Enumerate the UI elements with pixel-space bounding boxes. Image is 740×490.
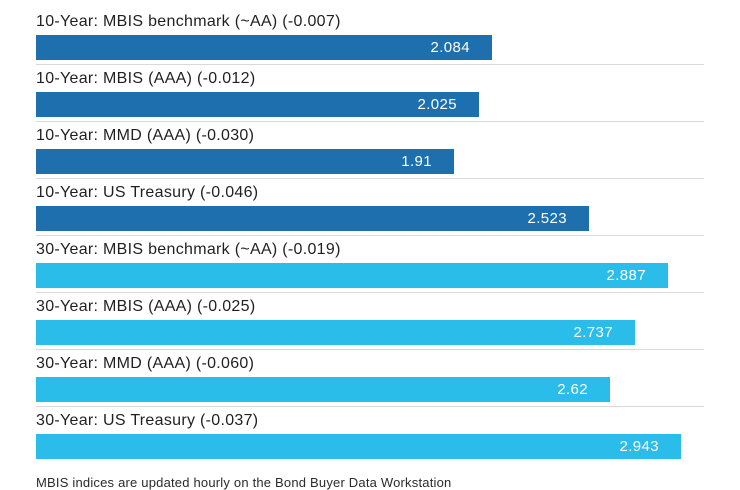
bar-row: 10-Year: MBIS (AAA) (-0.012) 2.025 <box>36 65 704 122</box>
bar-row: 10-Year: US Treasury (-0.046) 2.523 <box>36 179 704 236</box>
bar-value: 2.737 <box>573 324 613 341</box>
bar-row: 10-Year: MMD (AAA) (-0.030) 1.91 <box>36 122 704 179</box>
bar-10y-mmd-aaa: 1.91 <box>36 149 454 174</box>
bar-10y-us-treasury: 2.523 <box>36 206 589 231</box>
bar-value: 2.943 <box>619 438 659 455</box>
bar-row: 30-Year: MMD (AAA) (-0.060) 2.62 <box>36 350 704 407</box>
bar-value: 2.62 <box>557 381 588 398</box>
bar-value: 2.025 <box>417 96 457 113</box>
bar-30y-mbis-aaa: 2.737 <box>36 320 635 345</box>
bar-row: 10-Year: MBIS benchmark (~AA) (-0.007) 2… <box>36 8 704 65</box>
footer-note: MBIS indices are updated hourly on the B… <box>36 475 452 490</box>
bar-label: 30-Year: MMD (AAA) (-0.060) <box>36 355 255 372</box>
bar-row: 30-Year: MBIS (AAA) (-0.025) 2.737 <box>36 293 704 350</box>
bar-label: 30-Year: MBIS (AAA) (-0.025) <box>36 298 256 315</box>
bar-10y-mbis-aaa: 2.025 <box>36 92 479 117</box>
bar-label: 10-Year: MBIS benchmark (~AA) (-0.007) <box>36 13 341 30</box>
bar-value: 2.084 <box>430 39 470 56</box>
bar-value: 2.523 <box>527 210 567 227</box>
bar-row: 30-Year: MBIS benchmark (~AA) (-0.019) 2… <box>36 236 704 293</box>
yield-bar-chart: 10-Year: MBIS benchmark (~AA) (-0.007) 2… <box>36 8 704 463</box>
bar-label: 10-Year: MMD (AAA) (-0.030) <box>36 127 255 144</box>
bar-label: 10-Year: US Treasury (-0.046) <box>36 184 259 201</box>
bar-30y-us-treasury: 2.943 <box>36 434 681 459</box>
bar-value: 1.91 <box>401 153 432 170</box>
bar-30y-mbis-benchmark: 2.887 <box>36 263 668 288</box>
bar-label: 30-Year: MBIS benchmark (~AA) (-0.019) <box>36 241 341 258</box>
bar-label: 30-Year: US Treasury (-0.037) <box>36 412 259 429</box>
bar-value: 2.887 <box>606 267 646 284</box>
bar-30y-mmd-aaa: 2.62 <box>36 377 610 402</box>
bar-10y-mbis-benchmark: 2.084 <box>36 35 492 60</box>
bar-label: 10-Year: MBIS (AAA) (-0.012) <box>36 70 256 87</box>
bar-row: 30-Year: US Treasury (-0.037) 2.943 <box>36 407 704 463</box>
